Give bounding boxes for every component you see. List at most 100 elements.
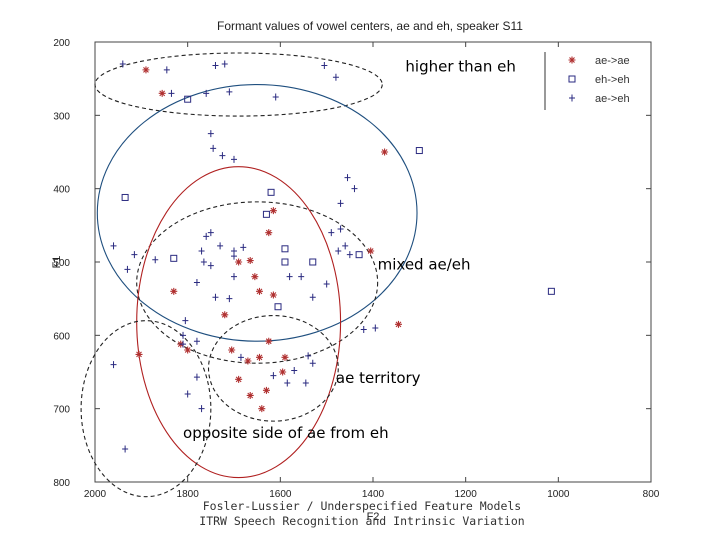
annotation-label: mixed ae/eh [378, 255, 471, 273]
ae-eh-point [372, 324, 379, 332]
ae-eh-point [193, 337, 200, 345]
eh-eh-point [281, 258, 289, 266]
ae-ae-point [221, 311, 229, 319]
ae-ae-point [135, 350, 143, 358]
ae-eh-point [122, 445, 129, 453]
eh-eh-point [309, 258, 317, 266]
eh-eh-point [415, 147, 423, 155]
ae-eh-point [321, 61, 328, 69]
ae-eh-point [291, 367, 298, 375]
ae-ae-point [184, 346, 192, 354]
ae-eh-point [207, 262, 214, 270]
ae-eh-point [203, 232, 210, 240]
ae-eh-point [217, 242, 224, 250]
ae-eh-point [231, 273, 237, 281]
ae-eh-point [231, 155, 237, 163]
ae-eh-point [284, 379, 291, 387]
ae-ae-point [258, 405, 266, 413]
ae-ae-point [158, 89, 166, 97]
ae-eh-point [305, 352, 312, 360]
annotation-label: opposite side of ae from eh [183, 424, 389, 442]
x-tick-label: 1800 [177, 489, 200, 500]
ae-eh-point [332, 73, 339, 81]
region-ellipses [80, 52, 418, 498]
ae-ae-point [246, 257, 254, 265]
ae-eh-point [203, 89, 210, 97]
ae-ae-point [251, 273, 259, 281]
ae-eh-point [180, 340, 187, 348]
ae-eh-point [337, 199, 344, 207]
y-tick-label: 800 [53, 478, 70, 489]
ae-ae-point [228, 346, 236, 354]
ae-eh-point [240, 243, 247, 251]
y-axis-label: F1 [51, 256, 63, 269]
ae-eh-point [286, 273, 293, 281]
eh-eh-point [274, 303, 282, 311]
ae-eh-point [182, 317, 189, 325]
y-tick-label: 200 [53, 38, 70, 49]
opposite-side-region [80, 320, 212, 498]
ae-eh-point [272, 93, 279, 101]
x-tick-label: 1400 [362, 489, 385, 500]
ae-eh-point [163, 66, 170, 74]
ae-eh-point [184, 390, 191, 398]
x-tick-label: 800 [643, 489, 660, 500]
ae-ae-point [381, 148, 389, 156]
y-tick-label: 700 [53, 405, 70, 416]
eh-eh-point [281, 245, 289, 253]
legend-box [545, 50, 645, 112]
ae-eh-point [131, 251, 138, 259]
ae-eh-point [226, 88, 233, 96]
ae-eh-point [110, 361, 117, 369]
ae-ae-point [246, 391, 254, 399]
ae-eh-point [124, 265, 131, 273]
ae-ae-point [255, 287, 263, 295]
ae-ae-point [269, 207, 277, 215]
ae-ae-point [394, 320, 402, 328]
ae-territory-inner [207, 314, 339, 422]
ae-eh-point [344, 174, 351, 182]
ae-eh-point [226, 295, 233, 303]
ae-eh-point [168, 89, 175, 97]
legend-entry-label: ae->ae [595, 55, 630, 67]
ae-ae-point [262, 386, 270, 394]
ae-ae-point [235, 375, 243, 383]
ae-eh-point [193, 279, 200, 287]
ae-eh-point [346, 251, 353, 259]
legend: ae->ae eh->eh ae->eh [544, 50, 645, 112]
x-tick-label: 1600 [269, 489, 292, 500]
ae-eh-point [309, 293, 316, 301]
x-axis-label: F2 [367, 511, 380, 523]
eh-eh-point [170, 254, 178, 262]
ae-eh-point [198, 247, 205, 255]
ae-eh-point [309, 359, 316, 367]
mixed-region-outer [96, 83, 418, 342]
ae-eh-point [152, 256, 159, 264]
eh-eh-point [267, 188, 275, 196]
ae-ae-point [255, 353, 263, 361]
ae-eh-point [360, 325, 367, 333]
y-tick-label: 500 [53, 258, 70, 269]
ae-ae-point [281, 353, 289, 361]
ae-eh-point [207, 130, 214, 138]
annotation-label: ae territory [336, 369, 421, 387]
ae-ae-point [265, 337, 273, 345]
ae-ae-point [367, 247, 375, 255]
data-points [110, 60, 555, 453]
ae-eh-point [198, 405, 205, 413]
legend-marker [569, 94, 575, 102]
mixed-region-inner [136, 201, 379, 364]
legend-entry-label: ae->eh [595, 93, 630, 105]
ae-eh-point [298, 273, 305, 281]
ae-ae-point [265, 229, 273, 237]
ae-ae-point [269, 291, 277, 299]
ae-eh-point [328, 229, 335, 237]
y-tick-label: 300 [53, 111, 70, 122]
x-tick-label: 2000 [84, 489, 107, 500]
ae-eh-point [323, 280, 330, 288]
x-tick-label: 1000 [547, 489, 570, 500]
ae-eh-point [231, 247, 237, 255]
ae-eh-point [180, 331, 187, 339]
ae-ae-point [235, 258, 243, 266]
